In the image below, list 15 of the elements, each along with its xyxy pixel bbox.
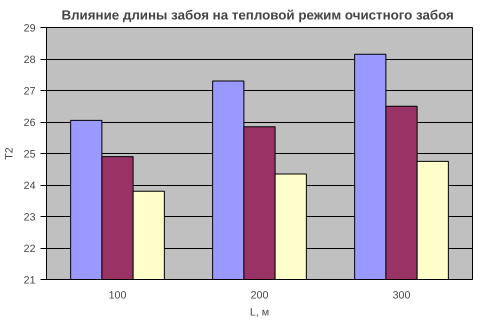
chart-title: Влияние длины забоя на тепловой режим очистного забоя — [61, 8, 454, 22]
x-tick-label: 200 — [250, 290, 268, 302]
y-tick-label: 21 — [24, 274, 36, 286]
y-tick-label: 29 — [24, 22, 36, 34]
y-axis-title: T2 — [4, 147, 16, 160]
y-tick-label: 22 — [24, 243, 36, 255]
y-tick-label: 24 — [24, 180, 36, 192]
y-tick-label: 23 — [24, 212, 36, 224]
y-tick-label: 27 — [24, 86, 36, 98]
y-tick-label: 25 — [24, 148, 36, 160]
y-tick-label: 26 — [24, 117, 36, 129]
x-axis-title: L, м — [250, 306, 270, 318]
y-tick-label: 28 — [24, 54, 36, 66]
x-tick-label: 300 — [392, 290, 410, 302]
x-tick-label: 100 — [108, 290, 126, 302]
